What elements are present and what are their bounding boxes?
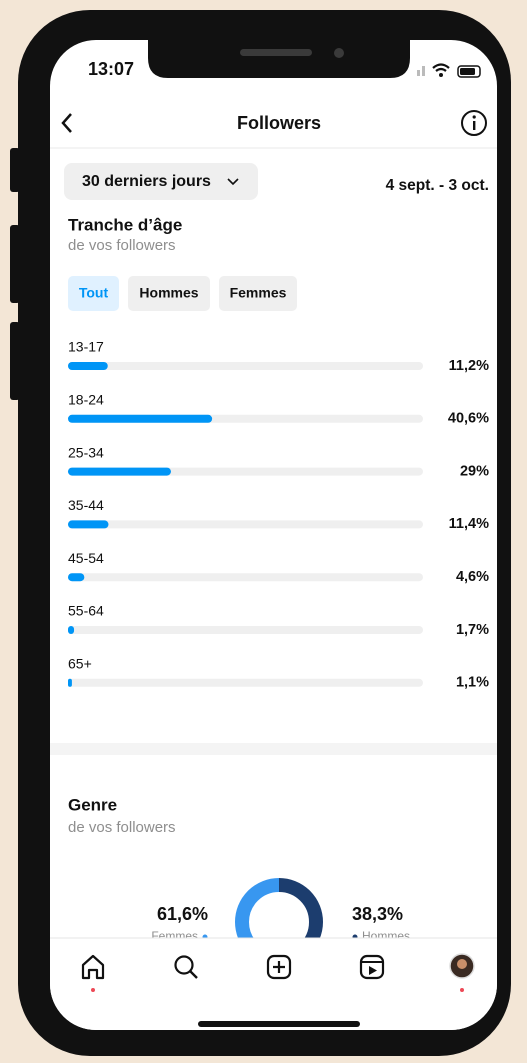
tab-label: Hommes bbox=[139, 285, 198, 301]
age-label: 45-54 bbox=[68, 550, 104, 566]
bar bbox=[68, 467, 171, 476]
reels-tab[interactable] bbox=[359, 954, 385, 980]
section-title: Genre bbox=[68, 795, 117, 814]
value-label: 11,4% bbox=[449, 516, 489, 532]
age-label: 25-34 bbox=[68, 444, 104, 460]
age-label: 65+ bbox=[68, 656, 92, 672]
value-label: 1,7% bbox=[456, 622, 489, 638]
screen-bg bbox=[50, 40, 497, 1030]
header-title: Followers bbox=[237, 113, 321, 133]
tab-bg bbox=[68, 276, 119, 311]
speaker bbox=[240, 49, 312, 56]
bar-track bbox=[68, 520, 423, 529]
bar bbox=[68, 362, 108, 370]
tab-bg bbox=[219, 276, 297, 311]
bar bbox=[68, 414, 213, 423]
section-subtitle: de vos followers bbox=[68, 237, 176, 254]
age-label: 18-24 bbox=[68, 392, 104, 408]
home-indicator bbox=[198, 1021, 360, 1027]
tab-bar bbox=[50, 937, 497, 1030]
bar bbox=[68, 678, 72, 687]
camera bbox=[334, 48, 344, 58]
filter-tab[interactable]: Tout bbox=[68, 276, 119, 311]
age-label: 13-17 bbox=[68, 339, 104, 355]
bar-track bbox=[68, 678, 423, 687]
section-subtitle: de vos followers bbox=[68, 819, 176, 836]
search-tab[interactable] bbox=[174, 955, 198, 979]
status-icons bbox=[417, 63, 481, 78]
bar bbox=[68, 626, 75, 634]
bar-track bbox=[68, 573, 423, 582]
bar-track bbox=[68, 362, 423, 370]
tab-label: Tout bbox=[79, 285, 109, 301]
profile-tab[interactable] bbox=[449, 953, 475, 992]
back-button[interactable] bbox=[61, 113, 72, 133]
tab-label: Femmes bbox=[230, 285, 287, 301]
value-label: 1,1% bbox=[456, 675, 489, 691]
period-dropdown[interactable]: 30 derniers jours bbox=[64, 163, 258, 200]
create-tab[interactable] bbox=[266, 954, 292, 980]
bar bbox=[68, 520, 109, 529]
value-label: 29% bbox=[460, 463, 489, 479]
side-button bbox=[10, 225, 20, 303]
date-range: 4 sept. - 3 oct. bbox=[386, 177, 489, 194]
bar-track bbox=[68, 626, 423, 634]
gender-value: 61,6% bbox=[157, 904, 208, 924]
section-title: Tranche d’âge bbox=[68, 215, 182, 234]
value-label: 4,6% bbox=[456, 569, 489, 585]
gender-value: 38,3% bbox=[352, 904, 403, 924]
value-label: 11,2% bbox=[449, 358, 489, 374]
status-time: 13:07 bbox=[88, 59, 134, 79]
age-label: 55-64 bbox=[68, 603, 104, 619]
value-label: 40,6% bbox=[448, 411, 489, 427]
home-tab[interactable] bbox=[81, 954, 105, 992]
period: 30 derniers jours bbox=[82, 173, 211, 190]
bar bbox=[68, 573, 85, 582]
side-button bbox=[10, 148, 20, 192]
info-button[interactable] bbox=[461, 110, 487, 136]
filter-tab[interactable]: Femmes bbox=[219, 276, 297, 311]
filter-tab[interactable]: Hommes bbox=[128, 276, 210, 311]
notch bbox=[148, 40, 410, 78]
tab-bg bbox=[128, 276, 210, 311]
section-separator bbox=[50, 743, 497, 755]
screen: 13:07 Followers 30 derniers jours 4 sept… bbox=[50, 40, 497, 1030]
age-label: 35-44 bbox=[68, 497, 104, 513]
side-button bbox=[10, 322, 20, 400]
